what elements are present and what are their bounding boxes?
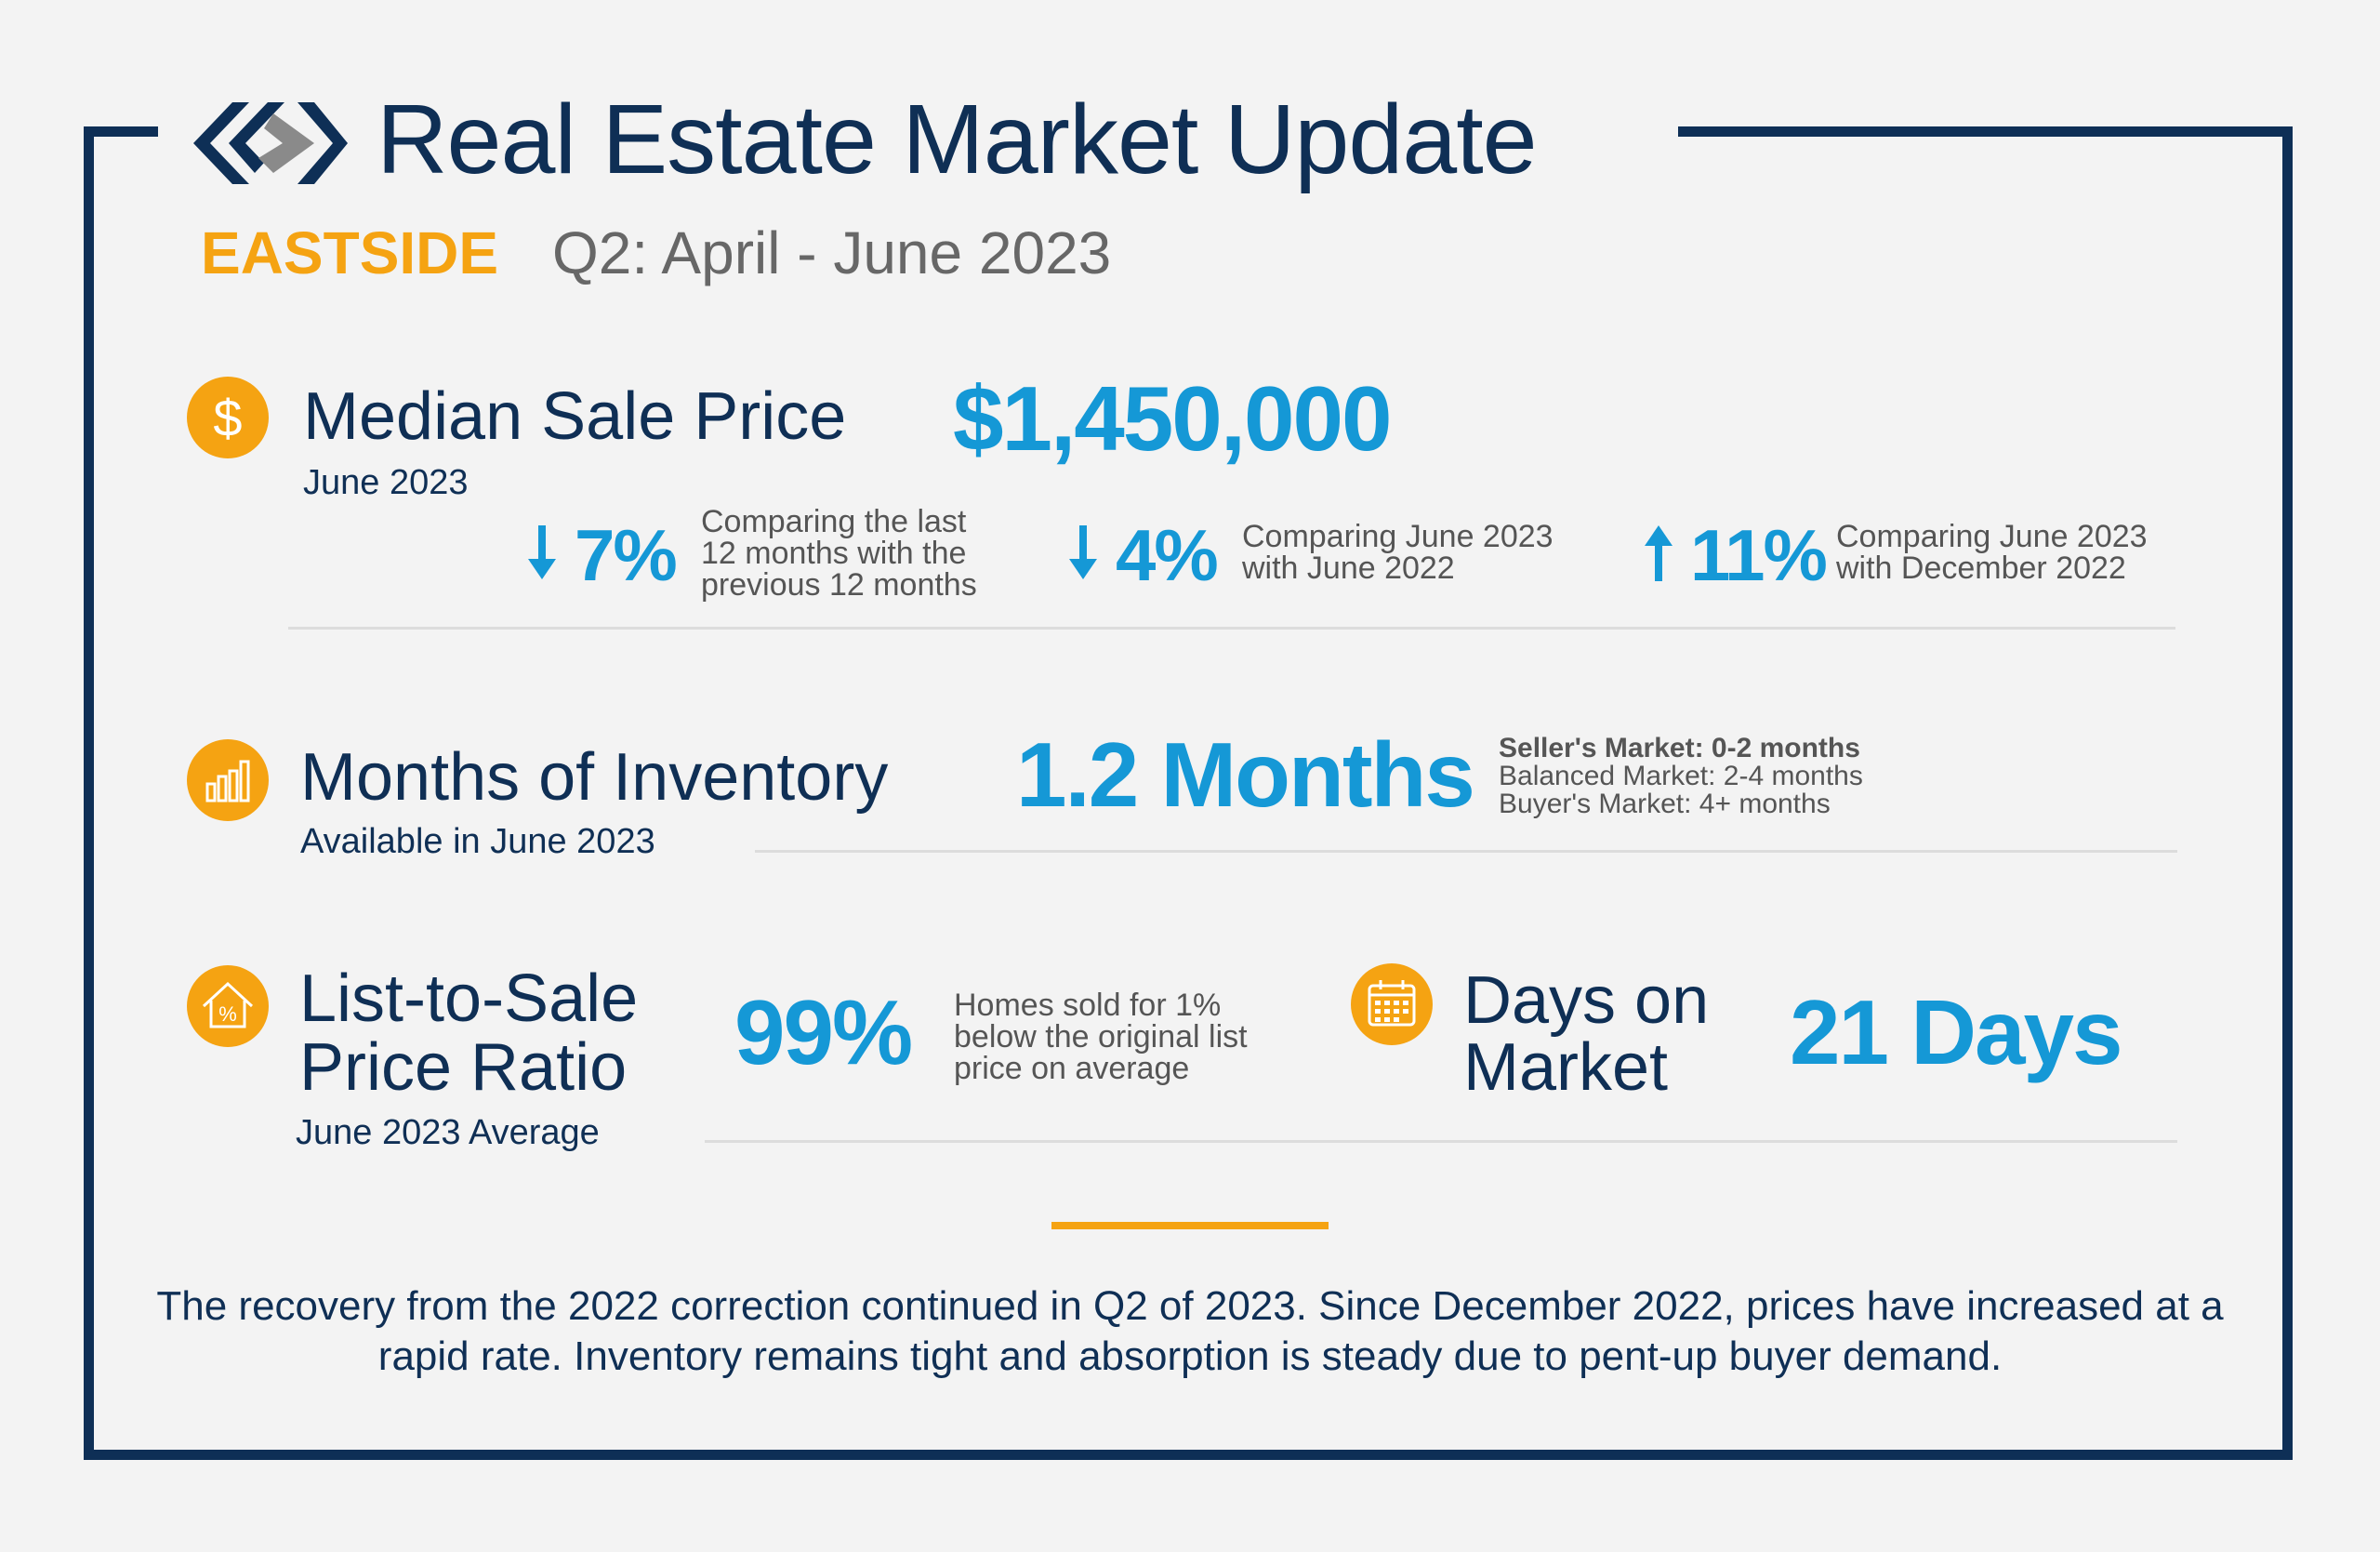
section-divider: [755, 850, 2177, 853]
list-to-sale-value: 99%: [734, 981, 913, 1083]
change-value-3: 11%: [1690, 514, 1828, 596]
dollar-icon: $: [187, 377, 269, 458]
list-to-sale-description: Homes sold for 1% below the original lis…: [954, 988, 1248, 1086]
region-label: EASTSIDE: [201, 219, 499, 286]
median-price-value: $1,450,000: [953, 367, 1392, 470]
list-to-sale-sublabel: June 2023 Average: [296, 1113, 600, 1152]
legend-buyers-market: Buyer's Market: 4+ months: [1499, 789, 1831, 819]
days-on-market-value: 21 Days: [1790, 981, 2123, 1083]
arrow-down-icon: [528, 525, 556, 579]
section-divider: [705, 1140, 2177, 1143]
change-description-2: Comparing June 2023 with June 2022: [1242, 519, 1554, 586]
change-value-1: 7%: [575, 514, 678, 596]
change-description-1: Comparing the last 12 months with the pr…: [701, 504, 977, 603]
days-on-market-label-line1: Days on: [1463, 963, 1710, 1038]
arrow-down-icon: [1069, 525, 1097, 579]
inventory-label: Months of Inventory: [300, 740, 889, 815]
svg-text:%: %: [218, 1002, 237, 1026]
legend-sellers-market: Seller's Market: 0-2 months: [1499, 733, 1860, 763]
list-to-sale-label-line2: Price Ratio: [299, 1030, 628, 1105]
list-to-sale-label-line1: List-to-Sale: [299, 962, 639, 1036]
arrow-up-icon: [1645, 525, 1673, 581]
change-description-3: Comparing June 2023 with December 2022: [1836, 519, 2148, 586]
calendar-icon: [1351, 963, 1433, 1045]
period-label: Q2: April - June 2023: [552, 219, 1112, 286]
house-percent-icon: %: [187, 965, 269, 1047]
median-price-sublabel: June 2023: [303, 463, 469, 502]
legend-balanced-market: Balanced Market: 2-4 months: [1499, 761, 1863, 791]
inventory-sublabel: Available in June 2023: [300, 822, 655, 861]
market-legend: Seller's Market: 0-2 months Balanced Mar…: [1499, 735, 1863, 818]
frame-title-gap: [158, 112, 1678, 149]
days-on-market-label-line2: Market: [1463, 1030, 1669, 1105]
change-value-2: 4%: [1116, 514, 1219, 596]
page-title: Real Estate Market Update: [377, 85, 1538, 194]
svg-text:$: $: [213, 389, 242, 447]
summary-text: The recovery from the 2022 correction co…: [156, 1283, 2224, 1379]
section-divider: [288, 627, 2175, 630]
inventory-value: 1.2 Months: [1016, 723, 1475, 826]
accent-bar: [1051, 1222, 1329, 1229]
median-price-label: Median Sale Price: [303, 379, 847, 454]
bar-chart-icon: [187, 739, 269, 821]
logo-mark: [193, 102, 348, 184]
